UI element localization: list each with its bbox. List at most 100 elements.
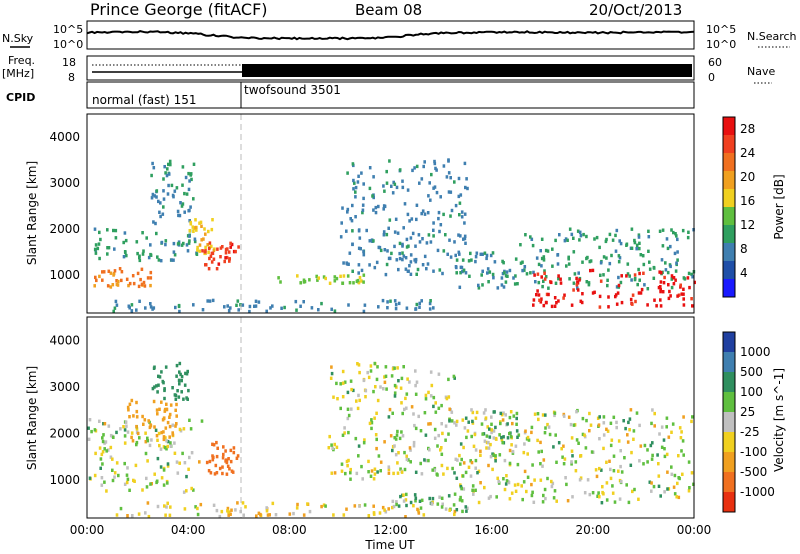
data-cell <box>526 452 529 456</box>
data-cell <box>149 276 153 280</box>
data-cell <box>597 491 600 495</box>
data-cell <box>437 372 441 376</box>
data-cell <box>398 251 401 256</box>
data-cell <box>392 471 395 476</box>
data-cell <box>607 268 610 272</box>
data-cell <box>206 299 209 303</box>
data-cell <box>113 475 116 479</box>
data-cell <box>438 268 442 272</box>
data-cell <box>617 439 621 443</box>
data-cell <box>492 453 495 457</box>
data-cell <box>492 276 495 280</box>
data-cell <box>170 258 173 262</box>
data-cell <box>342 274 346 278</box>
data-cell <box>401 179 404 183</box>
data-cell <box>501 271 505 276</box>
data-cell <box>227 513 230 517</box>
data-cell <box>602 433 606 437</box>
data-cell <box>418 181 421 185</box>
data-cell <box>489 455 493 459</box>
data-cell <box>193 239 197 244</box>
data-cell <box>356 406 360 411</box>
data-cell <box>135 240 139 244</box>
velocity-color-scale: 1000 500 100 25 -25 -100 -500 -1000 Velo… <box>722 331 786 513</box>
data-cell <box>429 240 433 244</box>
data-cell <box>172 241 176 246</box>
power-y-tick: 2000 <box>49 222 80 236</box>
data-cell <box>494 459 497 463</box>
data-cell <box>347 430 350 435</box>
data-cell <box>659 271 663 275</box>
data-cell <box>100 476 104 480</box>
data-cell <box>557 274 560 278</box>
data-cell <box>164 365 168 369</box>
data-cell <box>608 232 612 237</box>
data-cell <box>382 184 385 188</box>
data-cell <box>350 219 354 223</box>
data-cell <box>500 276 504 280</box>
data-cell <box>354 436 358 441</box>
data-cell <box>212 443 216 447</box>
data-cell <box>449 255 453 259</box>
data-cell <box>682 415 685 419</box>
data-cell <box>388 407 392 412</box>
data-cell <box>333 471 337 475</box>
data-cell <box>203 227 206 231</box>
data-cell <box>341 395 345 399</box>
velocity-scale-tick: -1000 <box>740 485 775 499</box>
data-cell <box>382 207 385 211</box>
data-cell <box>543 431 547 435</box>
data-cell <box>184 175 188 180</box>
data-cell <box>194 505 197 509</box>
data-cell <box>405 406 408 410</box>
data-cell <box>115 279 118 283</box>
data-cell <box>235 303 238 307</box>
data-cell <box>606 429 610 433</box>
data-cell <box>647 235 651 239</box>
data-cell <box>479 252 483 256</box>
data-cell <box>525 489 528 494</box>
data-cell <box>407 244 410 248</box>
data-cell <box>651 408 654 412</box>
data-cell <box>173 189 177 193</box>
data-cell <box>370 469 374 473</box>
data-cell <box>223 259 226 264</box>
data-cell <box>342 261 345 265</box>
data-cell <box>554 433 557 437</box>
data-cell <box>643 443 647 448</box>
data-cell <box>215 454 219 459</box>
data-cell <box>391 191 395 195</box>
data-cell <box>402 493 405 497</box>
data-cell <box>175 186 179 190</box>
data-cell <box>457 176 461 181</box>
data-cell <box>368 421 372 426</box>
data-cell <box>386 249 389 253</box>
data-cell <box>115 282 119 287</box>
data-cell <box>599 261 603 265</box>
data-cell <box>188 455 191 460</box>
data-cell <box>166 464 170 468</box>
data-cell <box>649 443 653 448</box>
data-cell <box>409 500 413 505</box>
data-cell <box>522 450 526 455</box>
data-cell <box>420 472 424 476</box>
data-cell <box>208 459 212 464</box>
data-cell <box>667 435 671 439</box>
data-cell <box>628 428 631 432</box>
data-cell <box>187 187 191 192</box>
data-cell <box>551 247 554 251</box>
data-cell <box>624 426 627 431</box>
power-scale-tick: 20 <box>740 170 755 184</box>
data-cell <box>630 246 634 250</box>
data-cell <box>387 471 391 475</box>
power-scale-tick: 24 <box>740 146 755 160</box>
data-cell <box>420 498 424 502</box>
data-cell <box>102 433 105 437</box>
data-cell <box>450 208 454 213</box>
data-cell <box>223 305 226 309</box>
data-cell <box>612 469 616 473</box>
velocity-y-tick: 1000 <box>49 473 80 487</box>
data-cell <box>163 396 166 401</box>
nave-tick-bottom: 0 <box>708 71 715 84</box>
data-cell <box>414 369 417 373</box>
